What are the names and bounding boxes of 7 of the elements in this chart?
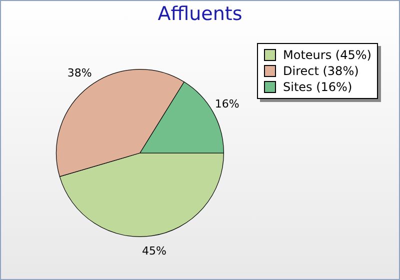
data-label: 45% [142, 244, 166, 258]
legend-label: Sites (16%) [283, 80, 352, 94]
legend-label: Moteurs (45%) [283, 48, 372, 62]
data-label: 16% [214, 97, 240, 110]
chart-title: Affluents [156, 3, 244, 25]
data-label: 38% [67, 66, 92, 80]
legend-label: Direct (38%) [283, 64, 359, 78]
